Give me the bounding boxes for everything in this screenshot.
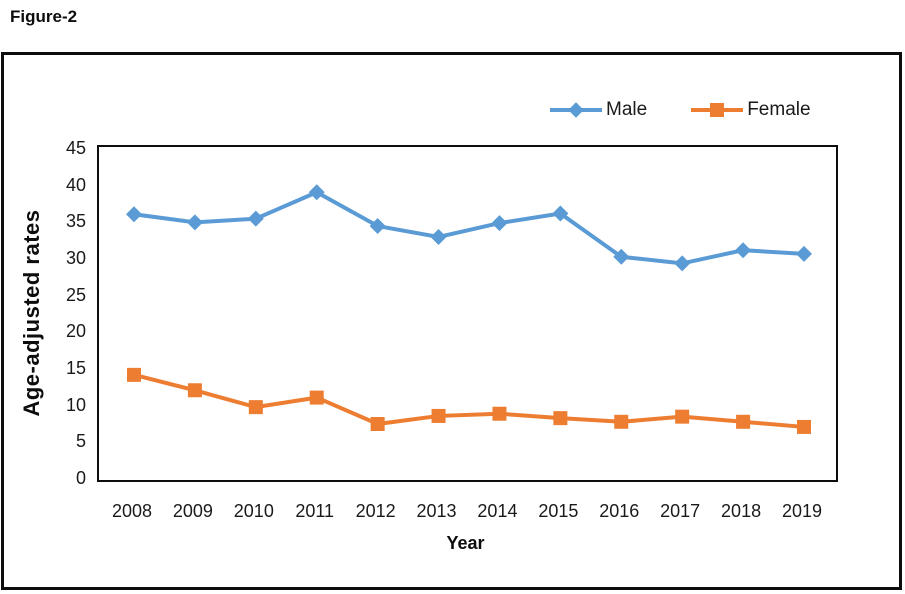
- male-data-marker: [186, 214, 203, 231]
- female-data-marker: [614, 414, 629, 429]
- plot-area: [97, 145, 838, 482]
- female-data-marker: [492, 406, 507, 421]
- series-plot: [126, 184, 812, 434]
- x-tick-label: 2014: [477, 501, 518, 521]
- x-tick-label: 2015: [538, 501, 579, 521]
- x-tick-label: 2016: [599, 501, 640, 521]
- male-data-marker: [796, 245, 812, 262]
- legend-item-male: Male: [550, 99, 647, 121]
- male-diamond-icon: [568, 102, 584, 118]
- x-tick-label: 2018: [721, 501, 762, 521]
- female-data-marker: [431, 408, 446, 423]
- chart-outer-border: [1, 52, 902, 590]
- figure-title: Figure-2: [10, 7, 78, 26]
- y-tick-label: 15: [65, 358, 86, 378]
- x-tick-label: 2009: [172, 501, 213, 521]
- female-data-marker: [675, 409, 690, 424]
- legend-item-female: Female: [691, 99, 811, 121]
- legend-label-female: Female: [747, 99, 811, 120]
- female-data-marker: [736, 414, 751, 429]
- chart-legend: Male Female: [550, 99, 811, 121]
- y-axis-title: Age-adjusted rates: [19, 209, 44, 417]
- female-series-line: [133, 372, 805, 429]
- y-tick-label: 20: [65, 321, 86, 342]
- male-data-marker: [674, 255, 691, 272]
- male-data-marker: [369, 218, 386, 234]
- x-tick-label: 2013: [416, 501, 457, 521]
- female-data-marker: [370, 417, 385, 431]
- male-data-marker: [735, 242, 752, 259]
- male-data-marker: [552, 205, 569, 222]
- female-data-marker: [309, 390, 324, 405]
- male-data-marker: [308, 184, 325, 201]
- y-tick-label: 5: [75, 431, 86, 452]
- male-line-swatch: [550, 102, 602, 118]
- male-data-marker: [491, 215, 508, 232]
- female-data-marker: [553, 411, 568, 426]
- x-tick-label: 2011: [295, 501, 335, 521]
- y-tick-label: 45: [65, 138, 86, 158]
- male-data-marker: [613, 248, 630, 265]
- y-tick-label: 30: [65, 248, 86, 268]
- y-tick-label: 0: [75, 468, 86, 488]
- x-tick-label: 2017: [660, 501, 701, 521]
- male-data-marker: [126, 206, 142, 223]
- x-tick-label: 2012: [355, 501, 396, 521]
- male-data-marker: [430, 229, 447, 245]
- female-data-marker: [797, 419, 811, 434]
- x-tick-label: 2019: [781, 501, 823, 521]
- female-square-icon: [710, 103, 725, 117]
- male-series-line: [133, 190, 805, 266]
- female-data-marker: [248, 400, 263, 415]
- y-tick-label: 25: [65, 284, 86, 305]
- male-data-marker: [247, 210, 264, 227]
- y-tick-label: 40: [65, 174, 86, 195]
- y-tick-label: 35: [65, 211, 86, 232]
- female-data-marker: [127, 367, 141, 382]
- female-data-marker: [187, 383, 202, 398]
- x-tick-label: 2008: [111, 501, 153, 521]
- x-tick-label: 2010: [233, 501, 274, 521]
- legend-label-male: Male: [606, 99, 648, 120]
- x-axis-title: Year: [446, 533, 485, 553]
- female-line-swatch: [691, 103, 744, 117]
- y-tick-label: 10: [65, 394, 86, 415]
